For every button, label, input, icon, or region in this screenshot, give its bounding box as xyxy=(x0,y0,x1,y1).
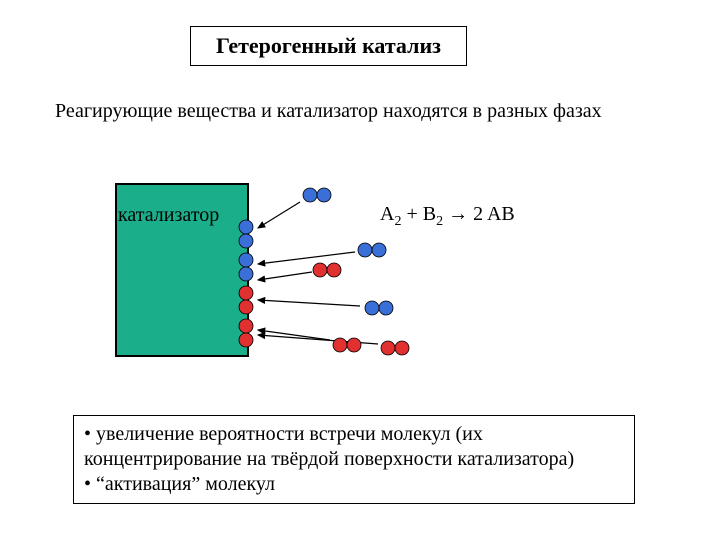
notes-line-2: концентрирование на твёрдой поверхности … xyxy=(84,447,624,472)
notes-box: • увеличение вероятности встречи молекул… xyxy=(73,415,635,504)
title-box: Гетерогенный катализ xyxy=(190,26,467,66)
molecule-diagram xyxy=(200,180,480,380)
subtitle-text: Реагирующие вещества и катализатор наход… xyxy=(55,100,602,123)
title-text: Гетерогенный катализ xyxy=(216,33,441,59)
notes-line-1: • увеличение вероятности встречи молекул… xyxy=(84,422,624,447)
notes-line-3: • “активация” молекул xyxy=(84,472,624,497)
